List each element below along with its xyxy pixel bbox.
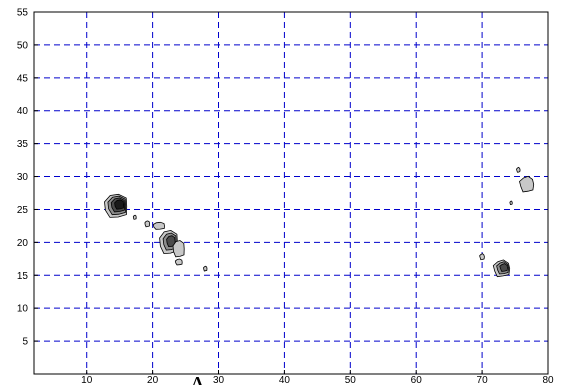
x-tick-label: 40	[279, 375, 291, 385]
contour-region	[144, 220, 150, 228]
y-tick-label: 5	[22, 337, 28, 348]
axis-ticks: 10 20 30 40 50 60 70 80 5 10 15 20 25 30 35 40 45 50 55	[17, 8, 554, 385]
y-tick-label: 30	[17, 172, 29, 183]
contour-region	[174, 258, 183, 266]
y-tick-label: 20	[17, 238, 29, 249]
y-tick-label: 10	[17, 304, 29, 315]
contour-region	[499, 263, 509, 272]
contour-region	[519, 175, 535, 193]
y-tick-label: 50	[17, 40, 29, 51]
contour-regions	[104, 166, 535, 278]
grid-lines	[34, 12, 548, 374]
x-tick-label: 30	[213, 375, 225, 385]
y-tick-label: 15	[17, 271, 29, 282]
y-tick-label: 40	[17, 106, 29, 117]
contour-region	[203, 265, 208, 272]
contour-region	[172, 240, 185, 258]
x-tick-label: 20	[147, 375, 159, 385]
y-tick-label: 35	[17, 139, 29, 150]
x-tick-label: 60	[411, 375, 423, 385]
x-tick-label: 80	[542, 375, 554, 385]
contour-region	[509, 200, 513, 206]
y-tick-label: 25	[17, 205, 29, 216]
y-tick-label: 55	[17, 8, 29, 19]
annotation-label: Λ	[191, 373, 204, 385]
x-tick-label: 10	[81, 375, 93, 385]
y-tick-label: 45	[17, 73, 29, 84]
x-tick-label: 50	[345, 375, 357, 385]
x-tick-label: 70	[477, 375, 489, 385]
contour-region	[516, 166, 521, 173]
plot-area-border	[33, 11, 549, 375]
contour-region	[479, 253, 485, 261]
contour-region	[152, 221, 165, 230]
contour-region	[132, 214, 137, 220]
contour-region	[114, 199, 125, 210]
